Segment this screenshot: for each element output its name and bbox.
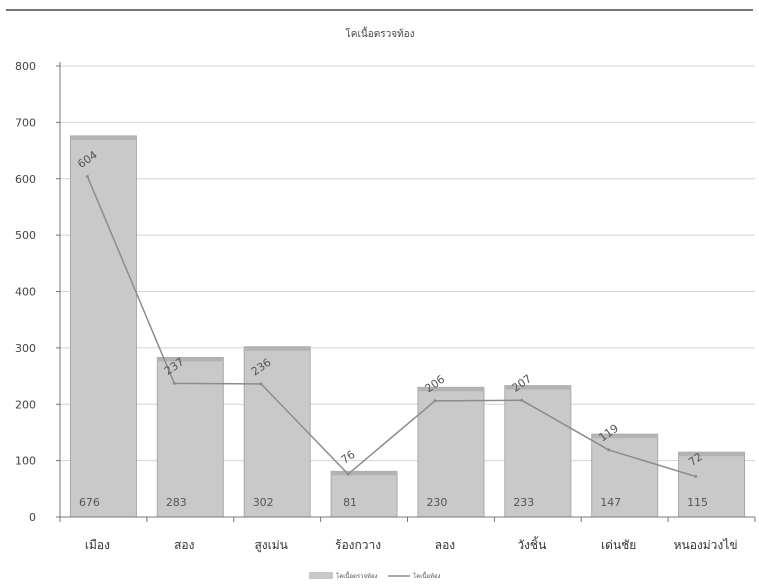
line-value-label: 76 (339, 448, 358, 467)
y-tick-label: 0 (29, 511, 36, 524)
category-label: สอง (174, 538, 194, 552)
line-point (433, 399, 437, 403)
y-tick-label: 700 (15, 116, 36, 129)
bar (156, 356, 224, 518)
bar (69, 135, 137, 518)
bar-top-edge (331, 471, 398, 476)
line-point (85, 174, 89, 178)
bar-value-label: 283 (166, 496, 187, 509)
bar-top-edge (417, 387, 484, 392)
bar-value-label: 676 (79, 496, 100, 509)
axes (59, 62, 756, 522)
bar-top-edge (678, 452, 745, 457)
bar-value-label: 147 (600, 496, 621, 509)
bar (504, 385, 572, 518)
bar-value-label: 233 (513, 496, 534, 509)
line-point (607, 448, 611, 452)
y-tick-label: 200 (15, 398, 36, 411)
bar (330, 470, 398, 518)
bar-top-edge (70, 135, 137, 140)
category-label: วังชิ้น (517, 536, 546, 552)
bar-top-edge (504, 385, 571, 390)
line-point (520, 398, 524, 402)
category-label: หนองม่วงไข่ (674, 538, 738, 552)
bar-series (69, 135, 746, 518)
bar-value-label: 230 (426, 496, 447, 509)
y-tick-label: 100 (15, 455, 36, 468)
category-label: สูงเม่น (254, 538, 287, 553)
line-path (86, 176, 696, 478)
y-tick-label: 800 (15, 60, 36, 73)
category-label: เด่นชัย (601, 538, 636, 552)
legend-bar-label: โคเนื้อตรวจท้อง (336, 570, 378, 580)
bar (678, 451, 746, 518)
line-point (694, 474, 698, 478)
line-point (346, 472, 350, 476)
line-point (259, 382, 263, 386)
bar-value-label: 302 (253, 496, 274, 509)
legend-bar-swatch (309, 572, 333, 579)
legend: โคเนื้อตรวจท้อง โคเนื้อท้อง (309, 570, 441, 580)
category-label: ร้องกวาง (335, 538, 381, 552)
bar-top-edge (591, 434, 658, 439)
legend-line-label: โคเนื้อท้อง (413, 570, 441, 580)
bar-value-label: 81 (343, 496, 357, 509)
category-label: ลอง (435, 538, 455, 552)
y-tick-label: 500 (15, 229, 36, 242)
bar-top-edge (157, 357, 224, 362)
y-tick-label: 400 (15, 286, 36, 299)
line-series (85, 174, 698, 478)
category-label: เมือง (85, 538, 110, 552)
y-tick-label: 600 (15, 173, 36, 186)
bar (243, 346, 311, 518)
y-axis-ticks: 0 100 200 300 400 500 600 700 800 (15, 60, 60, 524)
chart-title: โคเนื้อตรวจท้อง (345, 26, 414, 40)
bar-top-edge (244, 346, 311, 351)
bar-value-label: 115 (687, 496, 708, 509)
x-axis-categories: เมือง สอง สูงเม่น ร้องกวาง ลอง วังชิ้น เด่นชัย… (85, 536, 738, 553)
line-point (172, 381, 176, 385)
bar (591, 433, 659, 518)
y-tick-label: 300 (15, 342, 36, 355)
